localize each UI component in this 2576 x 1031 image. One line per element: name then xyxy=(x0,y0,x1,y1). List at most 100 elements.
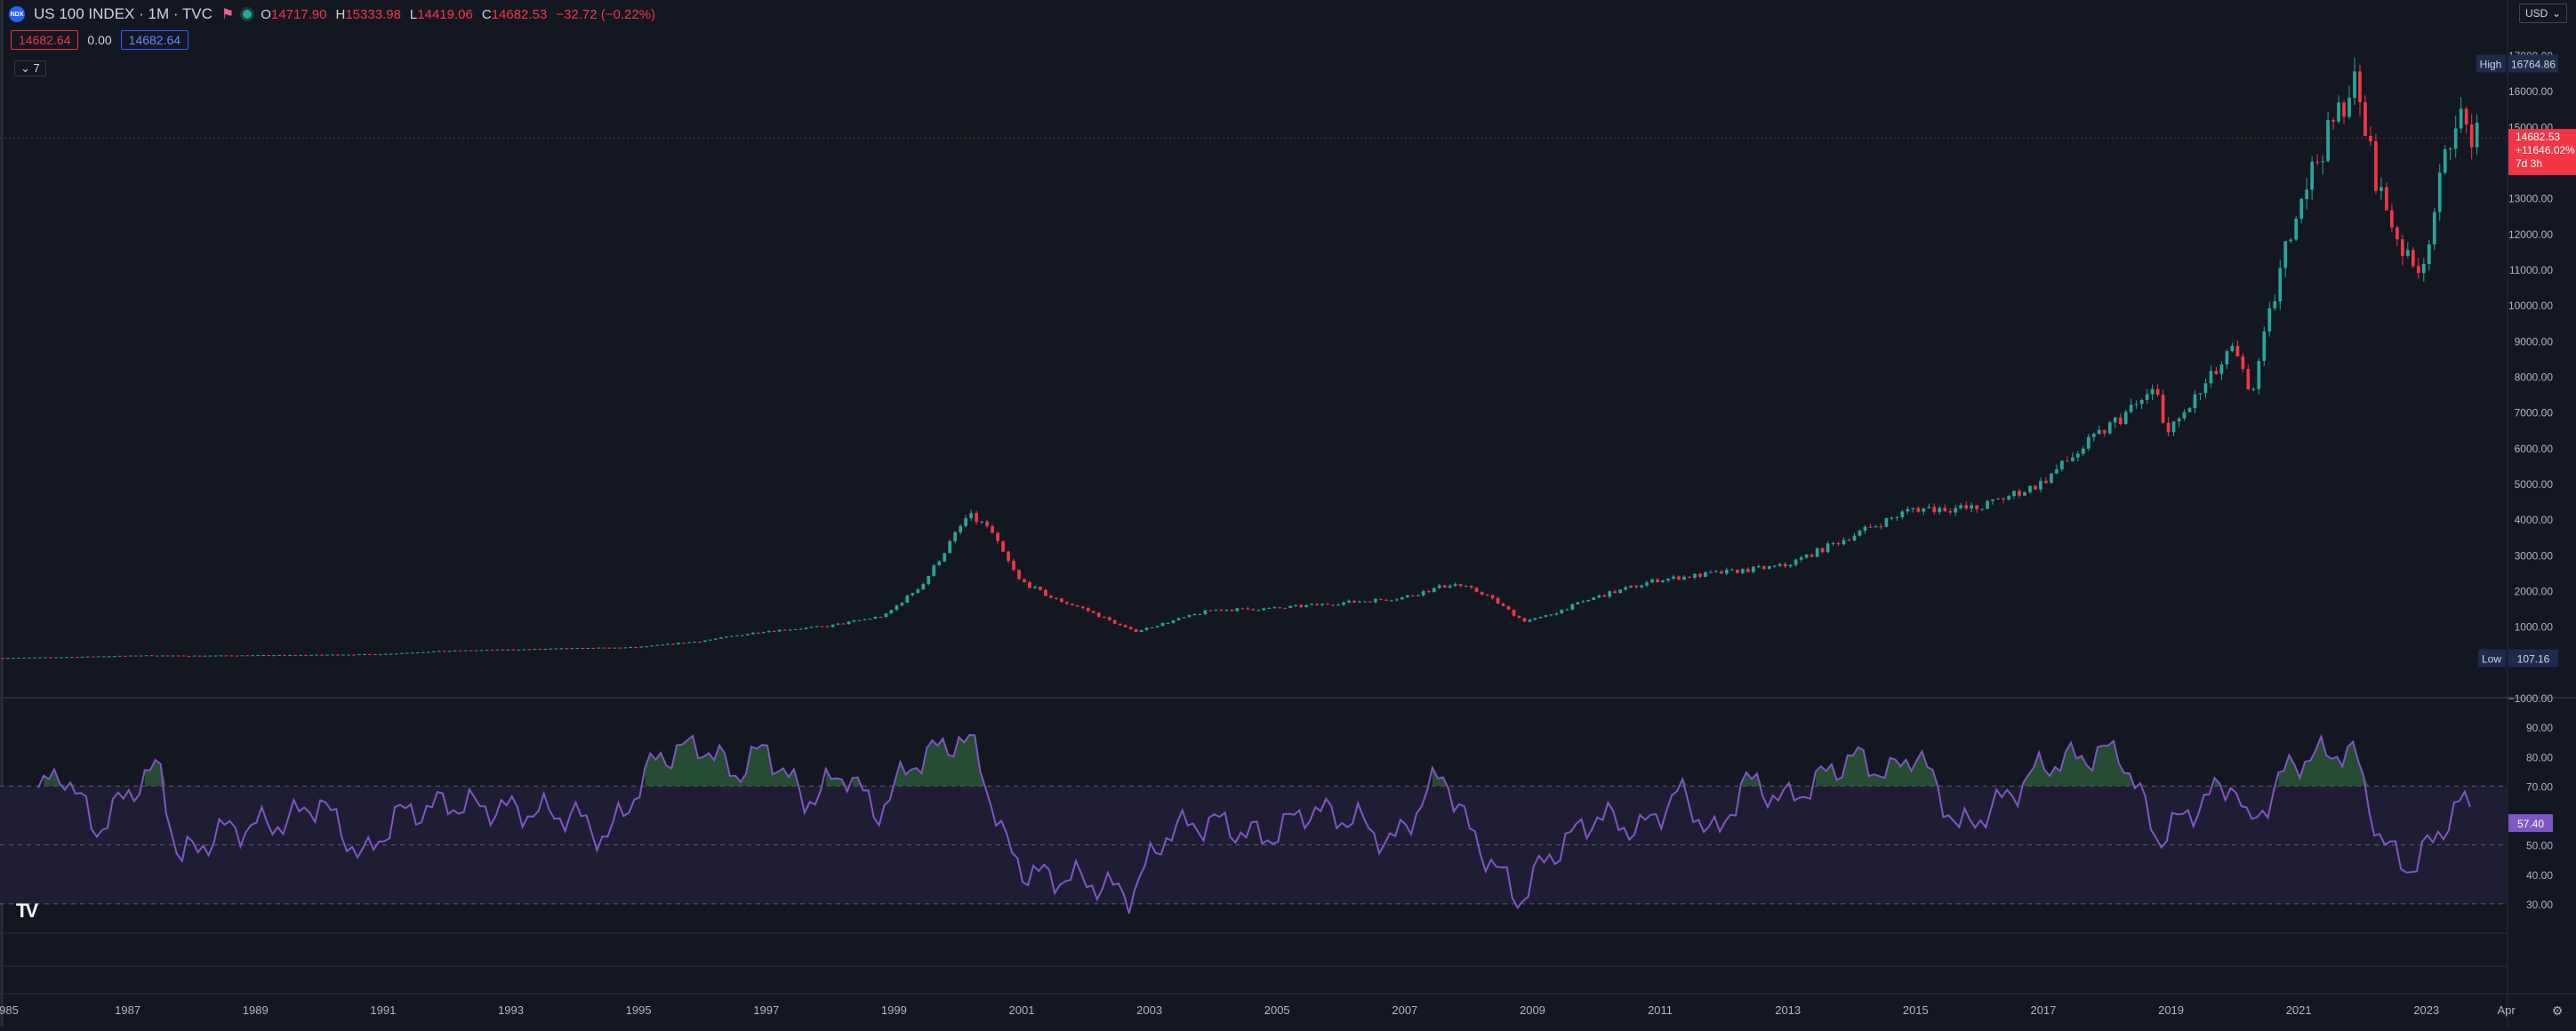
candle-body[interactable] xyxy=(911,593,915,595)
candle-body[interactable] xyxy=(634,647,638,649)
candle-body[interactable] xyxy=(53,657,58,659)
candle-body[interactable] xyxy=(251,655,255,657)
candle-body[interactable] xyxy=(1688,576,1691,578)
candle-body[interactable] xyxy=(591,647,596,649)
flag-icon[interactable]: ⚑ xyxy=(221,7,235,22)
candle-body[interactable] xyxy=(203,655,207,657)
candle-body[interactable] xyxy=(1820,547,1825,553)
candle-body[interactable] xyxy=(724,636,728,638)
candle-body[interactable] xyxy=(1533,618,1537,620)
candle-body[interactable] xyxy=(698,642,702,643)
candle-body[interactable] xyxy=(2385,187,2388,211)
candle-body[interactable] xyxy=(1134,629,1138,632)
candle-body[interactable] xyxy=(2289,239,2293,242)
candle-body[interactable] xyxy=(714,638,718,640)
price-axis-label[interactable]: 2000.00 xyxy=(2515,586,2554,598)
candle-body[interactable] xyxy=(2166,422,2171,433)
candle-body[interactable] xyxy=(804,627,808,629)
candle-body[interactable] xyxy=(69,657,74,659)
candle-body[interactable] xyxy=(522,649,526,651)
price-axis-label[interactable]: 5000.00 xyxy=(2515,478,2554,491)
candle-body[interactable] xyxy=(2034,485,2037,490)
candle-body[interactable] xyxy=(2257,361,2261,389)
candle-body[interactable] xyxy=(2050,473,2053,484)
candle-body[interactable] xyxy=(895,605,899,611)
rsi-axis-label[interactable]: 30.00 xyxy=(2526,899,2553,911)
candle-body[interactable] xyxy=(33,657,36,659)
candle-body[interactable] xyxy=(740,635,744,636)
candle-body[interactable] xyxy=(1358,601,1361,603)
candle-body[interactable] xyxy=(937,561,942,566)
candle-body[interactable] xyxy=(1788,564,1793,567)
candle-body[interactable] xyxy=(2395,227,2399,240)
candle-body[interactable] xyxy=(1772,565,1777,567)
candle-body[interactable] xyxy=(1900,511,1905,517)
candle-body[interactable] xyxy=(1560,610,1564,614)
candle-body[interactable] xyxy=(1783,563,1787,567)
candle-body[interactable] xyxy=(123,655,127,657)
candle-body[interactable] xyxy=(863,619,867,620)
candle-body[interactable] xyxy=(1794,559,1798,565)
candle-body[interactable] xyxy=(836,623,840,625)
time-axis-label[interactable]: Apr xyxy=(2497,1003,2516,1017)
candle-body[interactable] xyxy=(1267,607,1272,609)
candle-body[interactable] xyxy=(734,635,739,636)
candle-body[interactable] xyxy=(1001,540,1005,552)
candle-body[interactable] xyxy=(48,657,52,659)
candle-body[interactable] xyxy=(586,647,590,649)
candle-body[interactable] xyxy=(2209,371,2213,384)
candle-body[interactable] xyxy=(1272,607,1277,609)
candle-body[interactable] xyxy=(2123,412,2128,425)
candle-body[interactable] xyxy=(352,654,356,656)
candle-body[interactable] xyxy=(1469,586,1473,588)
candle-body[interactable] xyxy=(1704,571,1707,578)
candle-body[interactable] xyxy=(1192,614,1197,616)
candle-body[interactable] xyxy=(1123,625,1128,627)
candle-body[interactable] xyxy=(517,650,521,651)
candle-body[interactable] xyxy=(959,525,963,532)
candle-body[interactable] xyxy=(495,649,500,651)
candle-body[interactable] xyxy=(1055,597,1058,599)
candle-body[interactable] xyxy=(1160,622,1165,627)
candle-body[interactable] xyxy=(363,653,366,655)
time-axis-label[interactable]: 1997 xyxy=(753,1003,779,1017)
candle-body[interactable] xyxy=(729,635,734,637)
candle-body[interactable] xyxy=(1144,627,1149,630)
candle-body[interactable] xyxy=(235,655,239,657)
candle-body[interactable] xyxy=(2219,364,2224,374)
candle-body[interactable] xyxy=(2060,460,2064,470)
candle-body[interactable] xyxy=(1496,597,1500,604)
candle-body[interactable] xyxy=(96,656,100,658)
candle-body[interactable] xyxy=(341,654,345,656)
candle-body[interactable] xyxy=(2262,331,2267,362)
candle-body[interactable] xyxy=(128,655,132,657)
candle-body[interactable] xyxy=(1320,603,1324,605)
candle-body[interactable] xyxy=(1964,505,1969,508)
candle-body[interactable] xyxy=(975,513,978,523)
candle-body[interactable] xyxy=(1023,579,1026,583)
candle-body[interactable] xyxy=(554,648,558,650)
candle-body[interactable] xyxy=(415,652,420,654)
candle-body[interactable] xyxy=(1895,516,1899,518)
candle-body[interactable] xyxy=(629,647,632,649)
candle-body[interactable] xyxy=(1112,619,1117,624)
candle-body[interactable] xyxy=(2214,371,2219,374)
candle-body[interactable] xyxy=(655,644,659,646)
candle-body[interactable] xyxy=(1203,610,1208,614)
candle-body[interactable] xyxy=(1363,601,1367,603)
candle-body[interactable] xyxy=(969,513,973,519)
candle-body[interactable] xyxy=(2113,417,2117,423)
candle-body[interactable] xyxy=(6,658,10,659)
candle-body[interactable] xyxy=(1474,587,1479,592)
candle-body[interactable] xyxy=(410,652,414,654)
candle-body[interactable] xyxy=(2193,394,2197,409)
candle-body[interactable] xyxy=(1959,505,1963,508)
price-axis-label[interactable]: −1000.00 xyxy=(2508,692,2554,705)
candle-body[interactable] xyxy=(373,654,377,656)
time-axis-label[interactable]: 1999 xyxy=(881,1003,907,1017)
candle-body[interactable] xyxy=(2347,97,2351,117)
candle-body[interactable] xyxy=(160,655,165,657)
candle-body[interactable] xyxy=(2023,492,2026,496)
rsi-axis-label[interactable]: 50.00 xyxy=(2526,840,2553,852)
